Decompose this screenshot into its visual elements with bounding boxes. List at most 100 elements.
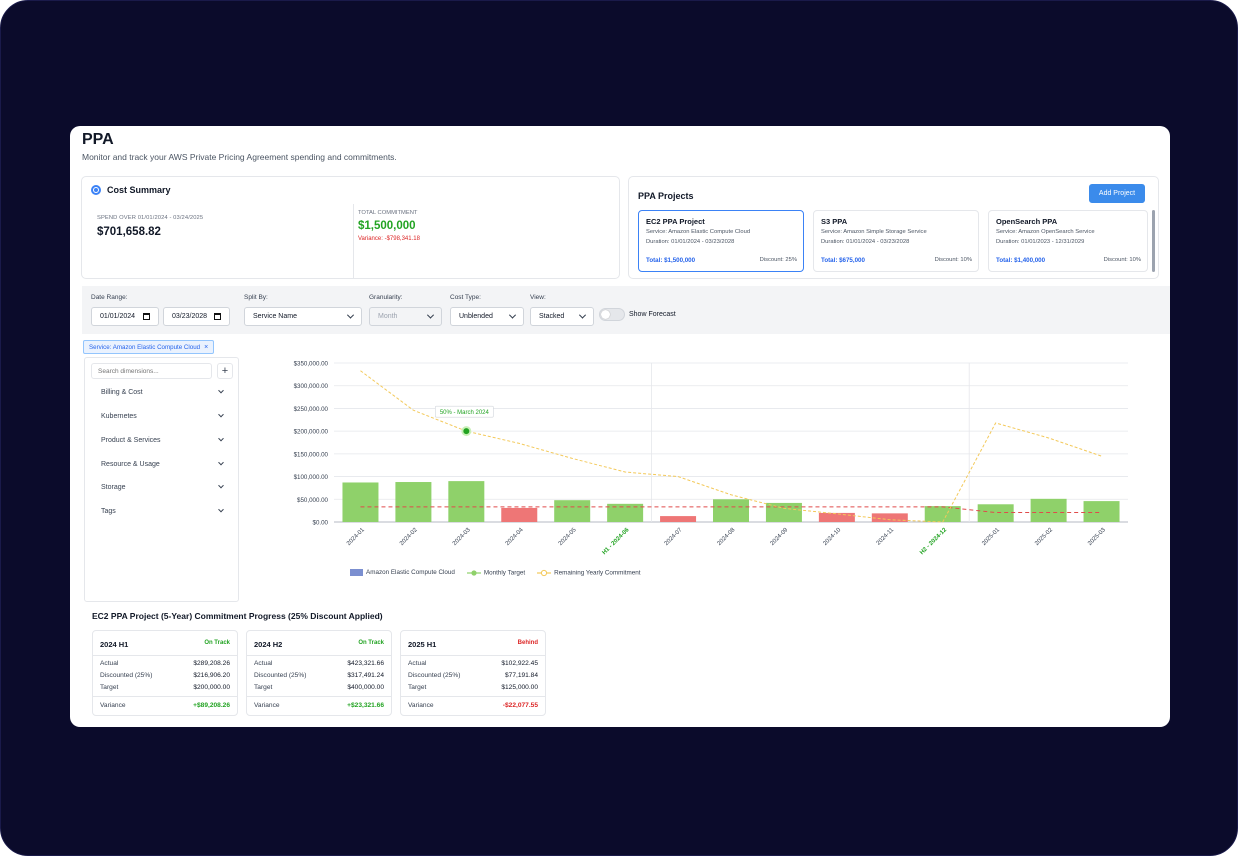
bar: [554, 500, 591, 522]
row-value: +$89,208.26: [193, 702, 230, 709]
view-value: Stacked: [539, 313, 565, 320]
dimension-item-storage[interactable]: Storage: [101, 480, 224, 494]
date-range-label: Date Range:: [91, 294, 128, 301]
row-label: Variance: [408, 702, 434, 709]
project-card[interactable]: S3 PPA Service: Amazon Simple Storage Se…: [813, 210, 979, 272]
projects-scrollbar[interactable]: [1152, 210, 1155, 272]
monthly-target-line: [360, 506, 1102, 514]
bar: [607, 503, 644, 522]
divider: [93, 655, 237, 656]
x-tick-label: 2024-10: [822, 527, 842, 547]
dimension-label: Tags: [101, 507, 116, 515]
project-card[interactable]: OpenSearch PPA Service: Amazon OpenSearc…: [988, 210, 1148, 272]
project-total: Total: $675,000: [821, 257, 865, 264]
show-forecast-toggle[interactable]: [599, 308, 625, 321]
view-select[interactable]: Stacked: [530, 307, 594, 326]
row-label: Target: [100, 684, 119, 691]
service-filter-chip[interactable]: Service: Amazon Elastic Compute Cloud ×: [83, 340, 215, 354]
target-row: Target $200,000.00: [100, 684, 230, 691]
project-card[interactable]: EC2 PPA Project Service: Amazon Elastic …: [638, 210, 804, 272]
actual-row: Actual $289,208.26: [100, 660, 230, 667]
split-by-select[interactable]: Service Name: [244, 307, 362, 326]
legend-item-target[interactable]: Monthly Target: [466, 569, 525, 577]
actual-row: Actual $102,922.45: [408, 660, 538, 667]
date-end-input[interactable]: 03/23/2028: [163, 307, 230, 326]
x-tick-label: H2 - 2024-12: [919, 527, 948, 556]
chevron-down-icon: [218, 387, 224, 394]
chevron-down-icon: [426, 311, 435, 319]
row-value: $423,321.66: [347, 660, 384, 667]
chevron-down-icon: [218, 435, 224, 442]
row-value: -$22,077.55: [502, 702, 538, 709]
discounted-row: Discounted (25%) $317,491.24: [254, 672, 384, 679]
bar: [501, 507, 538, 522]
date-start-input[interactable]: 01/01/2024: [91, 307, 159, 326]
project-service: Service: Amazon Elastic Compute Cloud: [646, 229, 751, 235]
row-value: $77,191.84: [504, 672, 538, 679]
dimension-item-billing[interactable]: Billing & Cost: [101, 385, 224, 399]
cost-type-select[interactable]: Unblended: [450, 307, 524, 326]
dimension-label: Product & Services: [101, 436, 161, 444]
x-tick-label: 2025-01: [981, 527, 1001, 547]
bar: [765, 502, 802, 522]
service-chip-label: Service: Amazon Elastic Compute Cloud: [89, 343, 201, 351]
close-icon[interactable]: ×: [204, 343, 209, 351]
variance-row: Variance +$23,321.66: [254, 702, 384, 709]
dollar-icon: [91, 185, 101, 195]
annotation-box: [435, 405, 494, 418]
x-tick-label: 2024-01: [346, 527, 366, 547]
variance-row: Variance -$22,077.55: [408, 702, 538, 709]
chevron-down-icon: [218, 411, 224, 418]
project-discount: Discount: 25%: [759, 257, 797, 263]
dimension-item-resource[interactable]: Resource & Usage: [101, 457, 224, 471]
legend-item-remaining[interactable]: Remaining Yearly Commitment: [537, 569, 641, 577]
y-tick-label: $300,000.00: [294, 383, 329, 390]
show-forecast-label: Show Forecast: [629, 311, 676, 318]
y-tick-label: $250,000.00: [294, 406, 329, 413]
projects-title: PPA Projects: [638, 191, 694, 201]
legend-swatch: [350, 569, 363, 577]
date-start-value: 01/01/2024: [100, 313, 136, 320]
status-badge: On Track: [204, 640, 230, 646]
target-row: Target $125,000.00: [408, 684, 538, 691]
project-discount: Discount: 10%: [1103, 257, 1141, 263]
row-label: Variance: [254, 702, 280, 709]
x-tick-label: 2024-04: [505, 527, 525, 547]
cost-summary-panel: Cost Summary SPEND OVER 01/01/2024 - 03/…: [81, 176, 620, 279]
y-tick-label: $100,000.00: [294, 474, 329, 481]
y-tick-label: $50,000.00: [297, 497, 329, 504]
legend-item-ec2[interactable]: Amazon Elastic Compute Cloud: [350, 569, 455, 577]
project-discount: Discount: 10%: [934, 257, 972, 263]
cost-type-value: Unblended: [459, 313, 493, 320]
dimension-item-kubernetes[interactable]: Kubernetes: [101, 409, 224, 423]
chart-legend: Amazon Elastic Compute Cloud Monthly Tar…: [350, 569, 641, 577]
dimension-search-input[interactable]: [91, 363, 212, 379]
project-total: Total: $1,500,000: [646, 257, 696, 264]
granularity-value: Month: [378, 313, 398, 320]
dimension-item-tags[interactable]: Tags: [101, 504, 224, 518]
target-row: Target $400,000.00: [254, 684, 384, 691]
progress-card: 2024 H2 On Track Actual $423,321.66 Discount…: [246, 630, 392, 716]
row-label: Actual: [408, 660, 427, 667]
add-dimension-button[interactable]: +: [217, 363, 233, 379]
bar: [818, 512, 855, 522]
divider: [401, 696, 545, 697]
split-by-value: Service Name: [253, 313, 297, 320]
calendar-icon: [214, 313, 221, 320]
cost-summary-header: Cost Summary: [91, 185, 171, 195]
dimension-item-product[interactable]: Product & Services: [101, 433, 224, 447]
cost-summary-title: Cost Summary: [107, 185, 171, 195]
x-tick-label: 2024-08: [717, 527, 737, 547]
legend-swatch: [537, 569, 552, 577]
granularity-select[interactable]: Month: [369, 307, 442, 326]
variance-row: Variance +$89,208.26: [100, 702, 230, 709]
x-tick-label: 2024-05: [558, 527, 578, 547]
add-project-button[interactable]: Add Project: [1089, 184, 1145, 203]
chevron-down-icon: [218, 506, 224, 513]
project-service: Service: Amazon OpenSearch Service: [996, 229, 1095, 235]
actual-row: Actual $423,321.66: [254, 660, 384, 667]
chart-canvas: $0.00 $50,000.00 $100,000.00 $150,000.00 $20…: [294, 361, 1128, 556]
divider: [93, 696, 237, 697]
bar: [1083, 501, 1120, 522]
commitment-variance: Variance: -$798,341.18: [358, 236, 420, 242]
